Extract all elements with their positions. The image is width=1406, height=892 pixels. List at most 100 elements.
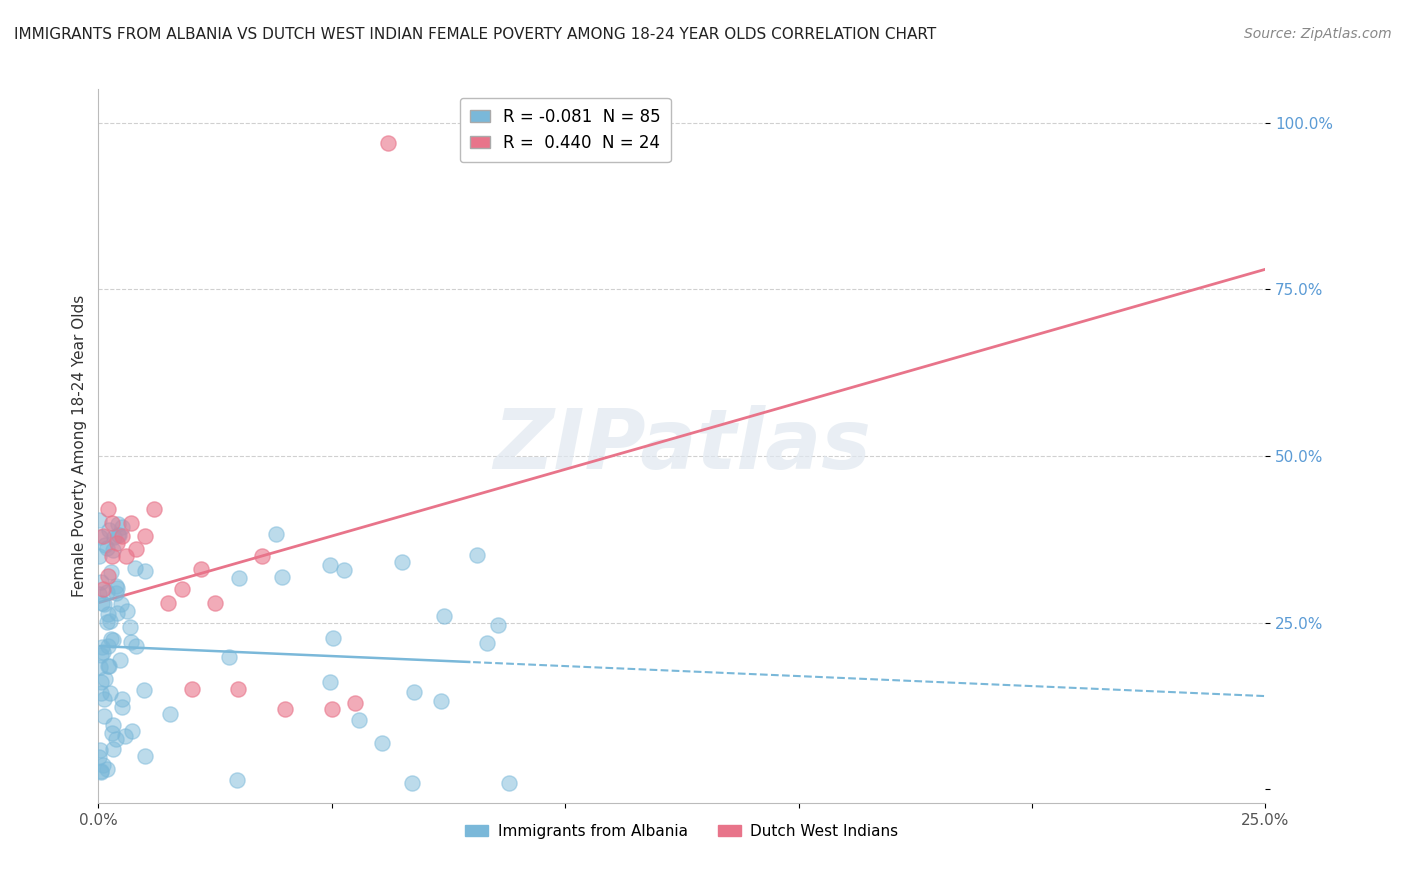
Point: [89, 743, 111, 757]
Point: [89, 750, 111, 764]
Point: [134, 564, 156, 578]
Point: [157, 596, 180, 610]
Point: [105, 732, 128, 747]
Point: [87, 587, 110, 601]
Point: [91, 582, 114, 597]
Point: [111, 519, 134, 533]
Point: [228, 682, 250, 697]
Point: [93, 692, 115, 706]
Point: [430, 694, 453, 708]
Legend: Immigrants from Albania, Dutch West Indians: Immigrants from Albania, Dutch West Indi…: [460, 818, 904, 845]
Point: [266, 527, 288, 541]
Point: [97, 659, 120, 673]
Point: [100, 565, 122, 579]
Point: [91, 529, 114, 543]
Point: [97, 523, 120, 537]
Point: [143, 502, 166, 516]
Point: [98, 686, 121, 700]
Point: [319, 558, 342, 572]
Point: [105, 586, 128, 600]
Point: [321, 702, 343, 716]
Point: [114, 730, 136, 744]
Point: [180, 682, 202, 697]
Point: [111, 529, 134, 543]
Point: [97, 639, 120, 653]
Point: [124, 639, 146, 653]
Point: [87, 549, 110, 563]
Point: [94, 673, 117, 687]
Point: [97, 502, 120, 516]
Point: [103, 530, 125, 544]
Point: [107, 517, 129, 532]
Point: [101, 516, 124, 530]
Text: Source: ZipAtlas.com: Source: ZipAtlas.com: [1244, 27, 1392, 41]
Point: [93, 709, 115, 723]
Point: [377, 136, 399, 150]
Point: [344, 696, 367, 710]
Point: [111, 692, 134, 706]
Point: [101, 549, 124, 563]
Point: [90, 686, 112, 700]
Point: [105, 535, 128, 549]
Point: [90, 764, 112, 778]
Point: [134, 529, 156, 543]
Point: [91, 645, 114, 659]
Text: IMMIGRANTS FROM ALBANIA VS DUTCH WEST INDIAN FEMALE POVERTY AMONG 18-24 YEAR OLD: IMMIGRANTS FROM ALBANIA VS DUTCH WEST IN…: [14, 27, 936, 42]
Point: [110, 597, 132, 611]
Point: [96, 584, 118, 599]
Point: [105, 607, 128, 621]
Point: [475, 636, 498, 650]
Point: [104, 579, 127, 593]
Point: [225, 773, 247, 788]
Point: [190, 562, 212, 576]
Point: [94, 538, 117, 552]
Point: [172, 582, 194, 597]
Point: [103, 741, 125, 756]
Text: ZIPatlas: ZIPatlas: [494, 406, 870, 486]
Point: [93, 758, 115, 772]
Point: [98, 659, 121, 673]
Point: [90, 675, 112, 690]
Point: [349, 713, 371, 727]
Point: [93, 597, 115, 611]
Point: [371, 736, 394, 750]
Point: [271, 570, 294, 584]
Point: [90, 640, 112, 654]
Point: [97, 569, 120, 583]
Point: [90, 596, 112, 610]
Point: [89, 659, 111, 673]
Point: [218, 650, 240, 665]
Point: [120, 516, 142, 530]
Point: [87, 513, 110, 527]
Point: [115, 604, 138, 618]
Point: [111, 700, 134, 714]
Point: [90, 648, 112, 663]
Point: [333, 563, 356, 577]
Point: [115, 549, 138, 563]
Point: [401, 776, 423, 790]
Point: [120, 634, 142, 648]
Y-axis label: Female Poverty Among 18-24 Year Olds: Female Poverty Among 18-24 Year Olds: [72, 295, 87, 597]
Point: [100, 632, 122, 647]
Point: [100, 726, 122, 740]
Point: [125, 542, 148, 557]
Point: [101, 632, 124, 647]
Point: [391, 555, 413, 569]
Point: [90, 765, 112, 780]
Point: [89, 530, 111, 544]
Point: [132, 682, 155, 697]
Point: [96, 541, 118, 556]
Point: [465, 548, 488, 562]
Point: [98, 614, 121, 628]
Point: [121, 724, 143, 739]
Point: [228, 571, 250, 585]
Point: [96, 615, 118, 629]
Point: [134, 749, 156, 764]
Point: [108, 528, 131, 542]
Point: [107, 527, 129, 541]
Point: [319, 675, 342, 690]
Point: [274, 702, 297, 716]
Point: [124, 561, 146, 575]
Point: [159, 706, 181, 721]
Point: [404, 685, 426, 699]
